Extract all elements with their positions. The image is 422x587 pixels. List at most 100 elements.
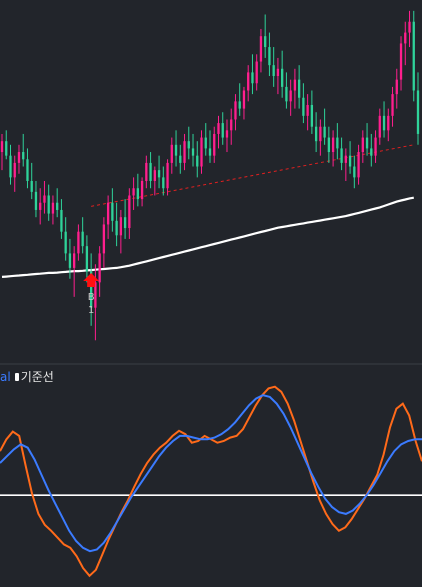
candle (399, 36, 403, 91)
candle (187, 126, 190, 160)
candle-body (310, 104, 314, 127)
candle (94, 264, 97, 341)
candle-body (187, 141, 190, 149)
candle (153, 166, 156, 196)
candle-body (242, 90, 246, 109)
candle (5, 130, 8, 160)
candle (378, 108, 381, 145)
buy-signal-arrow (83, 273, 100, 288)
candle (145, 155, 148, 189)
candle (395, 68, 398, 109)
candle (132, 177, 135, 210)
candle-body (111, 202, 114, 221)
oscillator-panel (0, 385, 422, 578)
candle-body (255, 61, 258, 84)
buy-signal-count: 1 (88, 305, 94, 316)
candle-body (64, 231, 67, 254)
candle-body (281, 68, 284, 87)
candle (230, 108, 233, 145)
candle-body (272, 65, 275, 77)
candle (357, 144, 360, 185)
candle (204, 123, 207, 156)
candle-body (94, 282, 97, 308)
candle-body (344, 155, 347, 163)
candle (13, 155, 16, 192)
candle (336, 123, 339, 160)
candle-body (293, 79, 297, 91)
candle (242, 86, 246, 120)
candle-body (47, 195, 50, 214)
candle (81, 217, 84, 254)
candle-body (297, 79, 301, 98)
candle-body (319, 126, 322, 142)
candle-body (128, 195, 131, 229)
candle (408, 10, 411, 48)
candle-body (361, 137, 364, 153)
candle-body (174, 144, 178, 156)
candle (73, 246, 76, 297)
candle (98, 246, 101, 297)
candle-body (136, 188, 139, 200)
candle (387, 108, 390, 142)
candle-body (238, 101, 241, 109)
candle-body (230, 119, 233, 131)
candle (297, 65, 301, 109)
candle (89, 253, 93, 326)
candle (310, 90, 314, 134)
candle-body (191, 148, 195, 156)
candle (365, 123, 369, 156)
candle-body (60, 209, 63, 232)
candle (268, 32, 271, 77)
candle (327, 126, 331, 163)
candle-body (200, 137, 203, 167)
candle (264, 14, 267, 58)
candle (344, 148, 347, 181)
candle (85, 235, 89, 283)
candle (208, 130, 212, 163)
candle (289, 79, 292, 116)
candle (174, 130, 178, 167)
candle-body (183, 141, 186, 163)
candle (323, 108, 326, 145)
candle-body (408, 21, 411, 33)
candle (370, 133, 373, 167)
candle-body (416, 90, 420, 134)
candle-body (26, 159, 29, 181)
candle (51, 195, 55, 225)
candle (340, 137, 343, 171)
candle-body (13, 162, 16, 178)
candle-body (365, 137, 369, 149)
oscillator-legend: al 기준선 (0, 368, 54, 385)
candle (213, 126, 216, 163)
candle (404, 21, 407, 66)
candle-body (0, 141, 4, 153)
candle (0, 133, 4, 171)
candle (123, 199, 127, 239)
candle-body (378, 115, 381, 138)
candle-body (106, 202, 110, 225)
candle (26, 148, 29, 189)
candle-body (17, 152, 21, 163)
candle-body (170, 144, 173, 163)
candle-body (162, 177, 165, 189)
candle-body (22, 152, 25, 160)
candle-body (247, 72, 250, 91)
candle-body (166, 162, 169, 189)
candle (331, 130, 335, 167)
candle-body (145, 162, 148, 181)
candle-body (85, 246, 89, 272)
candle (234, 94, 237, 131)
candle-body (234, 101, 237, 120)
candle-body (102, 224, 106, 254)
candle (255, 54, 258, 91)
candle (157, 155, 161, 189)
candle (353, 155, 356, 189)
candle (416, 72, 420, 145)
candle (9, 144, 12, 185)
candle (149, 152, 152, 189)
candle-body (56, 202, 59, 210)
candle-body (276, 68, 280, 77)
